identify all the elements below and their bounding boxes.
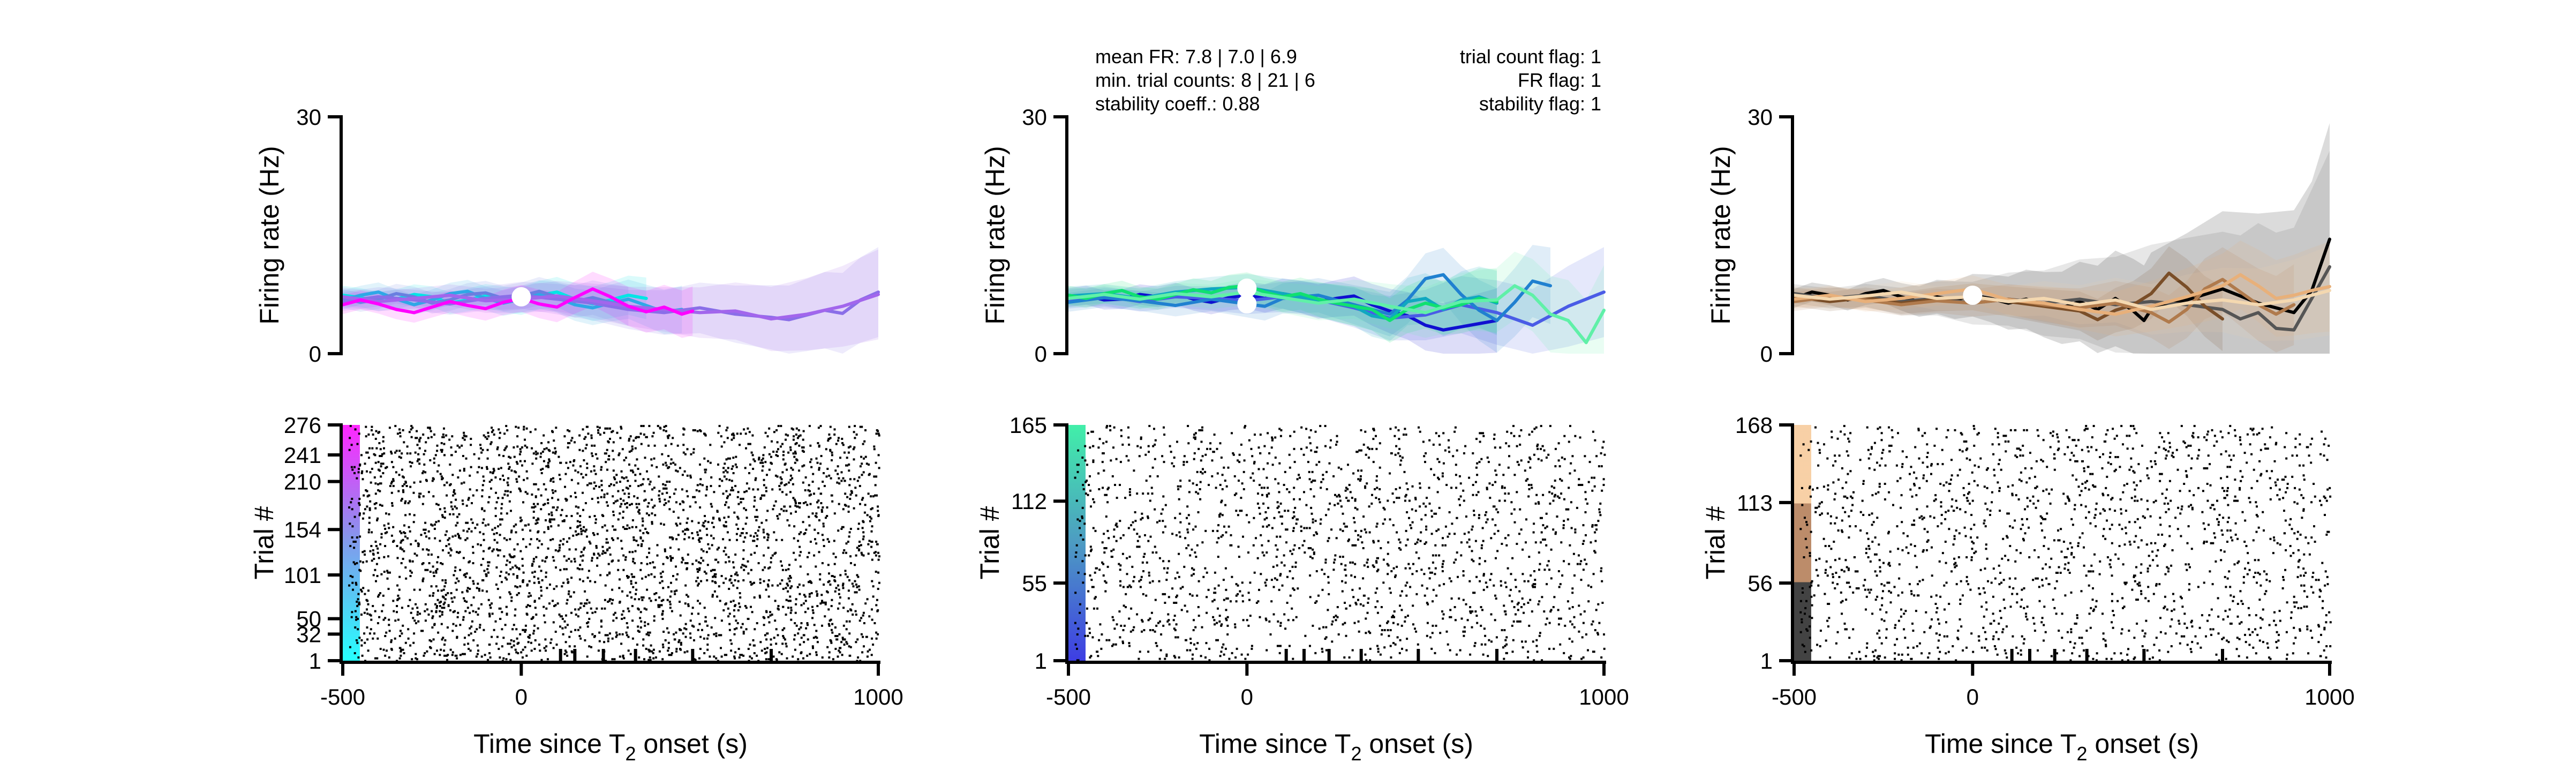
y-tick-label: 0 bbox=[309, 341, 321, 367]
right-line-chart: 0 30 Firing rate (Hz) bbox=[1706, 104, 2331, 367]
x-axis-label: Time since T2 onset (s) bbox=[1925, 729, 2199, 765]
y-axis-label: Trial # bbox=[249, 506, 279, 579]
y-tick-label: 168 bbox=[1735, 413, 1773, 438]
stats-stability-coeff: stability coeff.: 0.88 bbox=[1095, 93, 1260, 115]
left-line-chart: 0 30 Firing rate (Hz) bbox=[254, 104, 880, 367]
y-tick-label: 0 bbox=[1760, 341, 1773, 367]
series-6-line bbox=[1792, 289, 2331, 311]
y-tick-label: 0 bbox=[1035, 341, 1047, 367]
spike-raster bbox=[1799, 425, 2332, 663]
y-tick-label: 101 bbox=[284, 563, 321, 588]
middle-scatter-chart: 1 55 112 165 -500 0 1000 Trial # Time since T2 o… bbox=[975, 413, 1629, 765]
series-4-band bbox=[1068, 266, 1497, 341]
spike-raster bbox=[1074, 425, 1606, 663]
trial-color-bar bbox=[1794, 425, 1811, 661]
y-tick-label: 50 bbox=[296, 607, 321, 632]
y-tick-label: 1 bbox=[1035, 648, 1047, 674]
x-tick-label: 0 bbox=[515, 684, 528, 709]
x-axis-label-sub: 2 bbox=[2076, 743, 2087, 765]
trial-color-bar bbox=[1068, 425, 1086, 661]
x-axis-label: Time since T2 onset (s) bbox=[473, 729, 748, 765]
y-tick-label: 30 bbox=[1748, 104, 1773, 130]
stats-min-trial-counts: min. trial counts: 8 | 21 | 6 bbox=[1095, 69, 1315, 91]
y-tick-label: 154 bbox=[284, 517, 321, 542]
y-tick-label: 55 bbox=[1022, 571, 1047, 596]
middle-line-chart: 0 30 Firing rate (Hz) bbox=[980, 104, 1606, 367]
stats-trial-count-flag: trial count flag: 1 bbox=[1460, 46, 1601, 68]
onset-marker-1 bbox=[1237, 278, 1257, 298]
onset-marker-1 bbox=[511, 287, 531, 306]
x-tick-label: 1000 bbox=[853, 684, 903, 709]
x-tick-label: 0 bbox=[1967, 684, 1979, 709]
series-4-line bbox=[1792, 278, 2296, 324]
y-axis-label: Firing rate (Hz) bbox=[254, 146, 284, 324]
y-axis-label: Firing rate (Hz) bbox=[980, 146, 1010, 324]
x-tick-label: -500 bbox=[1772, 684, 1817, 709]
stats-mean-fr: mean FR: 7.8 | 7.0 | 6.9 bbox=[1095, 46, 1297, 68]
stats-fr-flag: FR flag: 1 bbox=[1518, 69, 1601, 91]
x-tick-label: -500 bbox=[320, 684, 365, 709]
y-tick-label: 210 bbox=[284, 469, 321, 495]
y-tick-label: 113 bbox=[1737, 490, 1773, 515]
x-tick-label: 0 bbox=[1241, 684, 1253, 709]
x-axis-label: Time since T2 onset (s) bbox=[1199, 729, 1473, 765]
y-tick-label: 165 bbox=[1010, 413, 1047, 438]
stats-annotation: mean FR: 7.8 | 7.0 | 6.9 min. trial coun… bbox=[1095, 46, 1601, 115]
x-axis-label-tail: onset (s) bbox=[1362, 729, 1473, 759]
x-axis-label-tail: onset (s) bbox=[636, 729, 748, 759]
trial-color-bar bbox=[343, 425, 360, 661]
x-axis-label-main: Time since T bbox=[1199, 729, 1351, 759]
y-axis-label: Trial # bbox=[1700, 506, 1730, 579]
onset-marker-2 bbox=[1237, 294, 1257, 314]
y-tick-label: 32 bbox=[296, 622, 321, 647]
series-5-band bbox=[1068, 268, 1497, 343]
x-tick-label: 1000 bbox=[1579, 684, 1629, 709]
y-tick-label: 276 bbox=[284, 413, 321, 438]
y-tick-label: 112 bbox=[1011, 489, 1047, 514]
stats-stability-flag: stability flag: 1 bbox=[1479, 93, 1601, 115]
x-axis-label-main: Time since T bbox=[473, 729, 625, 759]
x-axis-label-sub: 2 bbox=[625, 743, 636, 765]
series-5-band bbox=[1794, 240, 2330, 337]
y-tick-label: 1 bbox=[1760, 648, 1773, 674]
x-tick-label: -500 bbox=[1046, 684, 1091, 709]
x-tick-label: 1000 bbox=[2304, 684, 2354, 709]
series-6-band bbox=[1794, 245, 2330, 341]
y-tick-label: 241 bbox=[284, 443, 321, 468]
series-5-line bbox=[341, 293, 880, 321]
spike-raster bbox=[348, 425, 880, 663]
x-axis-label-main: Time since T bbox=[1925, 729, 2076, 759]
y-axis-label: Trial # bbox=[975, 506, 1005, 579]
y-axis-label: Firing rate (Hz) bbox=[1706, 146, 1736, 324]
y-tick-label: 30 bbox=[296, 104, 321, 130]
y-tick-label: 1 bbox=[309, 648, 321, 674]
right-scatter-chart: 1 56 113 168 -500 0 1000 Trial # Time since T2 o… bbox=[1700, 413, 2355, 765]
series-2-band bbox=[343, 279, 682, 334]
y-tick-label: 30 bbox=[1022, 104, 1047, 130]
series-5-line bbox=[1792, 273, 2331, 316]
x-axis-label-tail: onset (s) bbox=[2088, 729, 2199, 759]
onset-marker-1 bbox=[1963, 285, 1983, 305]
series-6-line bbox=[1067, 284, 1606, 345]
x-axis-label-sub: 2 bbox=[1351, 743, 1361, 765]
y-tick-label: 56 bbox=[1748, 571, 1773, 596]
